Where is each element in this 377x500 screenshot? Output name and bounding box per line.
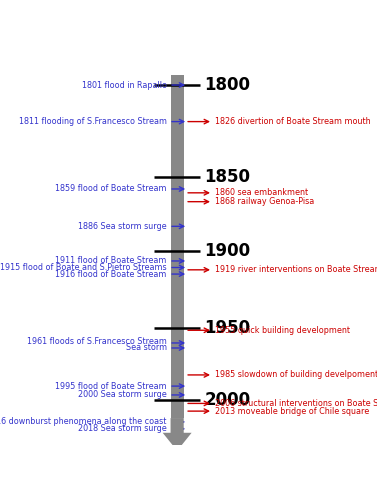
Text: 1850: 1850 xyxy=(204,168,250,186)
Text: 1955 quick building development: 1955 quick building development xyxy=(215,326,350,335)
Text: 1995 flood of Boate Stream: 1995 flood of Boate Stream xyxy=(55,382,167,390)
Text: 1886 Sea storm surge: 1886 Sea storm surge xyxy=(78,222,167,231)
Text: 2000: 2000 xyxy=(204,390,250,408)
Polygon shape xyxy=(163,418,192,451)
Text: 2016 downburst phenomena along the coast: 2016 downburst phenomena along the coast xyxy=(0,418,167,426)
Bar xyxy=(170,76,184,418)
Text: 2006 structural interventions on Boate Stream: 2006 structural interventions on Boate S… xyxy=(215,399,377,408)
Text: 2000 Sea storm surge: 2000 Sea storm surge xyxy=(78,390,167,400)
Text: 1919 river interventions on Boate Stream: 1919 river interventions on Boate Stream xyxy=(215,266,377,274)
Text: 1826 divertion of Boate Stream mouth: 1826 divertion of Boate Stream mouth xyxy=(215,117,371,126)
Text: 1868 railway Genoa-Pisa: 1868 railway Genoa-Pisa xyxy=(215,197,314,206)
Text: 1950: 1950 xyxy=(204,318,250,336)
Text: 1985 slowdown of building develpoment: 1985 slowdown of building develpoment xyxy=(215,370,377,380)
Text: 1860 sea embankment: 1860 sea embankment xyxy=(215,188,308,198)
Text: 1811 flooding of S.Francesco Stream: 1811 flooding of S.Francesco Stream xyxy=(19,117,167,126)
Text: 2013 moveable bridge of Chile square: 2013 moveable bridge of Chile square xyxy=(215,406,369,416)
Text: 1801 flood in Rapallo: 1801 flood in Rapallo xyxy=(82,80,167,90)
Text: 1911 flood of Boate Stream: 1911 flood of Boate Stream xyxy=(55,256,167,266)
Text: 1915 flood of Boate and S.Pietro Streams: 1915 flood of Boate and S.Pietro Streams xyxy=(0,263,167,272)
Text: 1916 flood of Boate Stream: 1916 flood of Boate Stream xyxy=(55,270,167,278)
Text: 1900: 1900 xyxy=(204,242,250,260)
Text: Sea storm: Sea storm xyxy=(126,344,167,352)
Text: 1859 flood of Boate Stream: 1859 flood of Boate Stream xyxy=(55,184,167,194)
Text: 2018 Sea storm surge: 2018 Sea storm surge xyxy=(78,424,167,434)
Text: 1800: 1800 xyxy=(204,76,250,94)
Text: 1961 floods of S.Francesco Stream: 1961 floods of S.Francesco Stream xyxy=(27,336,167,345)
